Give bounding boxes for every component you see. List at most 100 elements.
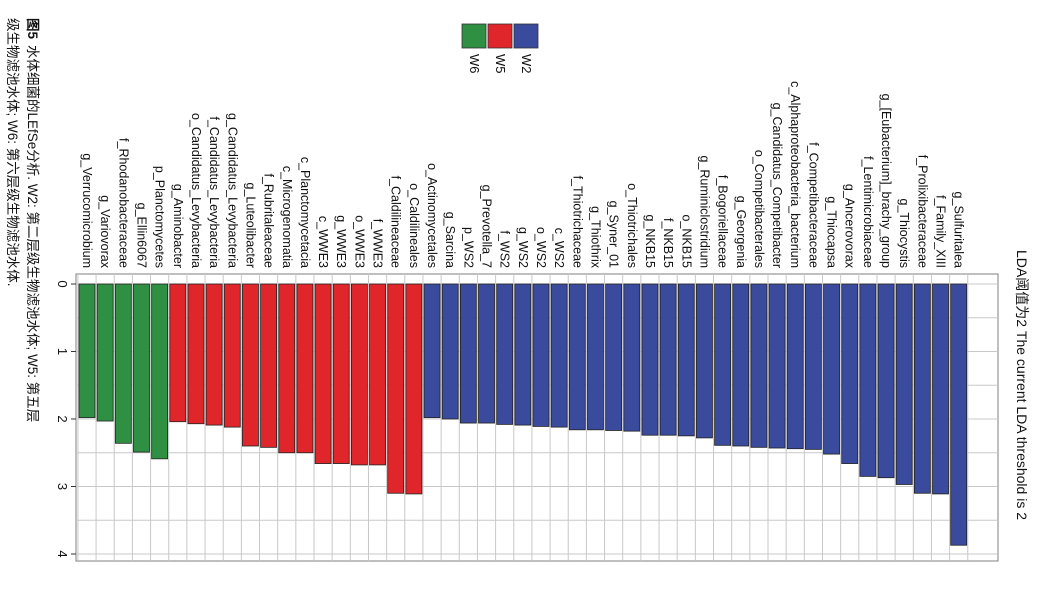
bars [78, 283, 968, 546]
legend-swatch-w2 [513, 23, 539, 49]
bar-g-aminobacter [169, 283, 187, 423]
bar-g-nkb15 [641, 283, 659, 436]
bar-g-luteolibacter [242, 283, 259, 447]
category-label: o_WWE3 [352, 215, 366, 268]
bar-p-ws2 [459, 283, 477, 424]
category-label: g_Aminobacter [171, 184, 185, 268]
bar-g-candidatus-competibacter [768, 283, 786, 449]
bar-p-planctomycetes [151, 283, 169, 460]
bar-f-wwe3 [369, 283, 386, 466]
category-label: c_WS2 [552, 228, 566, 268]
bar-f-caldilineaceae [387, 283, 405, 494]
bar-g-sarcina [441, 283, 459, 420]
category-label: g_Ruminiclostridium [697, 155, 711, 268]
bar-f-rhodanobacteraceae [114, 283, 132, 444]
category-label: g_NKB15 [643, 214, 657, 268]
legend-swatch-w6 [461, 23, 487, 49]
caption-line-2: 级生物滤池水体; W6: 第六层级生物滤池水体. [5, 18, 21, 287]
category-label: g_Thiocystis [897, 199, 911, 268]
bar-g-ancerovorax [841, 283, 859, 464]
bar-f-lentimicrobiaceae [859, 283, 877, 477]
bar-o-thiotrichales [623, 283, 641, 432]
category-label: g_Thiocapsa [825, 196, 839, 268]
category-label: o_Actinomycetales [425, 163, 439, 268]
value-tick-label: 1 [55, 348, 70, 355]
bar-g-candidatus-levybacteria [223, 283, 241, 428]
bar-o-ws2 [532, 283, 550, 427]
bar-o-caldilineales [405, 283, 423, 495]
caption-line-1: 图5水体细菌的LEfSe分析. W2: 第二层级生物滤池水体; W5: 第五层 [25, 18, 41, 422]
bar-f-competibacteraceae [805, 283, 822, 450]
bar-g-sulfuritalea [950, 283, 968, 546]
bar-g-thiothrix [587, 283, 604, 431]
category-label: f_Competibacteraceae [806, 142, 820, 268]
bar-f-prolixibacteraceae [913, 283, 931, 494]
category-label: f_NKB15 [661, 218, 675, 268]
value-tick-label: 0 [55, 280, 70, 287]
category-label: o_Competibacterales [752, 150, 766, 268]
category-label: f_Rubritaleaceae [262, 173, 276, 268]
category-label: o_Candidatus_Levybacteria [189, 113, 203, 268]
legend-label-w6: W6 [467, 54, 482, 74]
bar-g-variovorax [96, 283, 114, 422]
value-axis: 0 1 2 3 4 [55, 280, 76, 558]
bar-f-bogoriellaceae [714, 283, 731, 446]
bar-f-family-xiii [932, 283, 949, 495]
category-label: o_NKB15 [679, 214, 693, 268]
category-label: g_Syner_01 [607, 201, 621, 268]
bar-c-wwe3 [314, 283, 332, 464]
bar-c-ws2 [550, 283, 568, 428]
category-label: f_Candidatus_Levybacteria [207, 117, 221, 269]
bar-g-verrucomicrobium [78, 283, 96, 419]
bar-g-eubacterium-brachy-group [877, 283, 895, 479]
bar-c-planctomycetacia [296, 283, 314, 454]
figure-caption: 图5水体细菌的LEfSe分析. W2: 第二层级生物滤池水体; W5: 第五层 … [5, 18, 41, 422]
category-label: f_Lentimicrobiaceae [861, 156, 875, 268]
legend-swatch-w5 [487, 23, 513, 49]
bar-f-nkb15 [659, 283, 677, 436]
value-tick-label: 2 [55, 415, 70, 422]
legend: W6 W5 W2 [461, 23, 539, 74]
bar-f-candidatus-levybacteria [205, 283, 223, 426]
category-labels: g_Verrucomicrobium g_Variovorax f_Rhodanob… [80, 81, 966, 269]
category-label: g_Verrucomicrobium [80, 153, 94, 268]
bar-g-thiocapsa [823, 283, 840, 455]
chart-title: LDA阈值为2 The current LDA threshold is 2 [1014, 250, 1030, 520]
bar-f-ws2 [496, 283, 514, 425]
category-label: g_[Eubacterium]_brachy_group [879, 94, 893, 268]
value-tick-label: 3 [55, 483, 70, 490]
bar-g-syner-01 [605, 283, 623, 431]
category-label: g_Candidatus_Competibacter [770, 103, 784, 268]
category-label: g_WS2 [516, 227, 530, 268]
category-label: p_Planctomycetes [153, 166, 167, 268]
category-label: o_Thiotrichales [625, 183, 639, 268]
category-label: p_WS2 [461, 227, 475, 268]
category-label: g_Candidatus_Levybacteria [225, 113, 239, 268]
category-label: f_Caldilineaceae [389, 176, 403, 268]
category-label: g_Luteolibacter [243, 183, 257, 268]
category-label: g_Georgenia [734, 196, 748, 268]
legend-label-w2: W2 [519, 54, 534, 74]
category-label: f_Family_XIII [934, 195, 948, 268]
category-label: c_WWE3 [316, 216, 330, 268]
bar-g-ws2 [514, 283, 532, 426]
category-label: g_Ellin6067 [134, 203, 148, 268]
category-label: f_WWE3 [371, 219, 385, 268]
bar-g-wwe3 [332, 283, 350, 464]
bar-f-rubritaleaceae [260, 283, 278, 448]
category-label: f_Rhodanobacteraceae [116, 138, 130, 268]
category-label: g_WWE3 [334, 215, 348, 268]
value-tick-label: 4 [55, 550, 70, 557]
category-label: f_Bogoriellaceae [716, 175, 730, 268]
bar-g-ellin6067 [133, 283, 150, 453]
bar-o-candidatus-levybacteria [187, 283, 205, 425]
bar-f-thiotrichaceae [568, 283, 586, 431]
category-label: o_Caldilineales [407, 183, 421, 268]
category-label: f_WS2 [498, 230, 512, 268]
category-label: c_Planctomycetacia [298, 157, 312, 268]
legend-label-w5: W5 [493, 54, 508, 74]
bar-g-prevotella-7 [478, 283, 495, 424]
bar-o-competibacterales [750, 283, 768, 448]
category-label: f_Thiotrichaceae [570, 176, 584, 268]
